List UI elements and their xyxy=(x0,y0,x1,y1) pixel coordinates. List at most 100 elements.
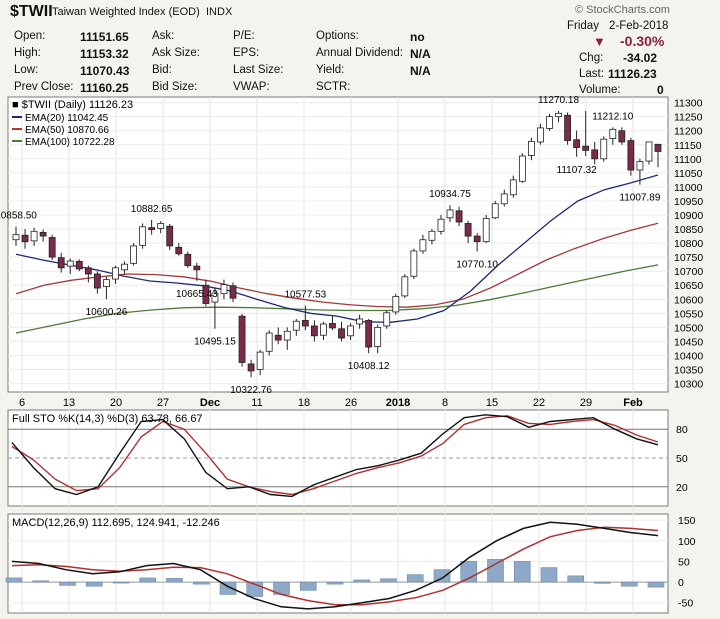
macd-title: MACD(12,26,9) 112.695, 124.941, -12.246 xyxy=(12,517,220,529)
candle-body xyxy=(211,292,219,303)
candle-body xyxy=(310,325,318,337)
y-tick-label: 11000 xyxy=(674,182,703,194)
candle-body xyxy=(229,285,237,299)
macd-tick-label: 50 xyxy=(678,556,690,568)
x-tick-label: 27 xyxy=(157,397,169,409)
sto-tick-label: 50 xyxy=(676,453,688,465)
macd-histogram-bar xyxy=(594,581,611,584)
candle-body xyxy=(410,250,418,277)
x-tick-label: 11 xyxy=(251,397,262,409)
field-value: 11160.25 xyxy=(80,81,129,95)
y-tick-label: 10800 xyxy=(674,238,703,250)
pct-change: -0.30% xyxy=(620,33,665,49)
macd-histogram-bar xyxy=(112,581,130,584)
down-arrow-icon: ▼ xyxy=(593,34,606,49)
legend-entry: EMA(20) 11042.45 xyxy=(25,113,109,124)
y-tick-label: 10950 xyxy=(674,196,703,208)
candle-body xyxy=(66,260,74,267)
candle-body xyxy=(509,179,517,196)
field-label: Low: xyxy=(14,64,39,76)
candle-body xyxy=(428,230,436,241)
field-label: Yield: xyxy=(316,64,345,76)
price-annotation: 10600.26 xyxy=(86,307,128,318)
field-label: Prev Close: xyxy=(14,81,74,93)
candle-body xyxy=(528,140,535,156)
candle-body xyxy=(157,223,165,229)
field-label: High: xyxy=(14,47,41,59)
candle-body xyxy=(473,235,481,243)
x-tick-label: 15 xyxy=(486,397,498,409)
candle-body xyxy=(184,253,192,266)
y-tick-label: 10500 xyxy=(674,322,703,334)
candle-body xyxy=(654,143,662,152)
x-tick-label: 8 xyxy=(442,397,448,409)
field-label: Ask Size: xyxy=(152,47,200,59)
field-value: 11153.32 xyxy=(80,47,129,61)
candle-body xyxy=(609,128,617,139)
candle-body xyxy=(573,139,581,148)
candle-body xyxy=(455,210,463,223)
macd-histogram-bar xyxy=(192,581,210,585)
candle-body xyxy=(21,234,29,243)
y-tick-label: 11050 xyxy=(674,168,703,180)
macd-tick-label: 100 xyxy=(678,536,696,548)
macd-histogram-bar xyxy=(299,581,317,591)
price-annotation: 11107.32 xyxy=(557,165,598,176)
candle-body xyxy=(338,328,345,339)
candle-body xyxy=(93,273,101,289)
candle-body xyxy=(383,312,391,327)
candle-body xyxy=(546,116,553,129)
y-tick-label: 11150 xyxy=(674,140,702,152)
candle-body xyxy=(238,315,246,363)
macd-histogram-bar xyxy=(353,579,371,583)
ema20-line xyxy=(15,174,659,323)
sto-k-line xyxy=(11,414,659,498)
last-value: 11126.23 xyxy=(608,67,657,81)
macd-histogram-bar xyxy=(433,569,451,583)
candle-body xyxy=(446,209,454,219)
candle-body xyxy=(103,279,110,288)
candle-body xyxy=(537,127,544,143)
candle-body xyxy=(84,267,92,275)
y-tick-label: 10750 xyxy=(674,252,703,264)
price-title: ■ $TWII (Daily) 11126.23 xyxy=(12,99,133,111)
macd-histogram-bar xyxy=(620,581,638,587)
legend-entry: EMA(100) 10722.28 xyxy=(25,137,115,148)
macd-tick-label: 0 xyxy=(678,577,684,589)
y-tick-label: 10600 xyxy=(674,294,703,306)
y-tick-label: 11200 xyxy=(674,126,703,138)
macd-histogram-bar xyxy=(32,580,50,583)
x-tick-label: Feb xyxy=(623,397,643,409)
field-label: EPS: xyxy=(233,47,260,59)
symbol: $TWII xyxy=(10,3,53,20)
field-label: Bid: xyxy=(152,64,172,76)
macd-histogram-bar xyxy=(540,567,558,583)
candle-body xyxy=(112,267,119,280)
candle-body xyxy=(356,318,364,325)
quote-header: $TWII Taiwan Weighted Index (EOD) INDX ©… xyxy=(0,0,720,97)
candle-body xyxy=(265,332,273,352)
candle-body xyxy=(374,326,382,347)
candle-body xyxy=(591,149,599,160)
candle-body xyxy=(329,323,336,329)
index-name: Taiwan Weighted Index (EOD) xyxy=(52,6,200,18)
price-annotation: 10770.10 xyxy=(456,259,498,270)
candle-body xyxy=(274,334,282,341)
candle-body xyxy=(582,145,590,151)
candle-body xyxy=(600,138,608,160)
x-tick-label: 6 xyxy=(19,397,25,409)
y-tick-label: 10650 xyxy=(674,280,703,292)
sto-title: Full STO %K(14,3) %D(3) 63.78, 66.67 xyxy=(12,413,203,425)
candle-body xyxy=(121,263,128,271)
y-tick-label: 10700 xyxy=(674,266,703,278)
candle-body xyxy=(39,232,47,237)
macd-tick-label: 150 xyxy=(678,515,696,527)
field-label: P/E: xyxy=(233,30,255,42)
x-tick-label: 26 xyxy=(345,397,357,409)
x-tick-label: 2018 xyxy=(386,397,410,409)
candle-body xyxy=(347,325,354,337)
field-label: Last Size: xyxy=(233,64,284,76)
candle-body xyxy=(283,330,291,341)
candle-body xyxy=(618,130,626,143)
sto-d-line xyxy=(11,415,659,496)
